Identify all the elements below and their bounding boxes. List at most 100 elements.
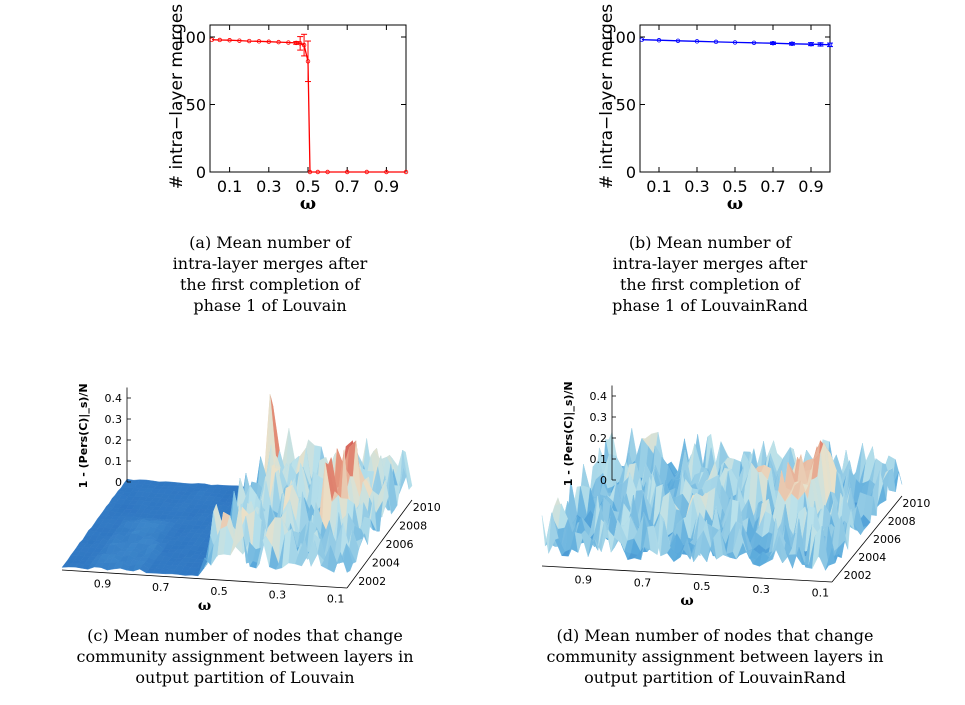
data-point bbox=[276, 39, 281, 45]
surface-plot-d: 0 0.1 0.2 0.3 0.4 1 - (Pers(C)|_s)/N 0.9 0.7 0.5… bbox=[541, 381, 930, 609]
data-point bbox=[639, 37, 645, 42]
x-axis-label: ω bbox=[198, 598, 211, 614]
x-tick-label: 0.5 bbox=[722, 177, 747, 196]
x-tick-label: 0.5 bbox=[693, 580, 711, 593]
x-tick-label: 0.9 bbox=[94, 578, 112, 591]
z-tick-label: 0.4 bbox=[105, 392, 123, 405]
z-tick-label: 0.2 bbox=[590, 432, 608, 445]
caption-a-line2: intra-layer merges after bbox=[172, 254, 368, 273]
surface-patch bbox=[340, 552, 351, 573]
x-axis bbox=[541, 565, 833, 583]
y-axis bbox=[346, 499, 413, 589]
data-point bbox=[713, 39, 719, 45]
data-point bbox=[237, 38, 242, 43]
caption-c: (c) Mean number of nodes that change com… bbox=[65, 625, 425, 688]
x-tick-label: 0.1 bbox=[812, 586, 830, 599]
caption-a-line3: the first completion of bbox=[179, 275, 361, 294]
caption-b-line2: intra-layer merges after bbox=[612, 254, 808, 273]
z-tick-label: 0.2 bbox=[105, 434, 123, 447]
x-tick-label: 0.3 bbox=[269, 589, 287, 602]
y-tick-label: 0 bbox=[196, 163, 206, 182]
surface-patch bbox=[825, 547, 836, 571]
caption-c-line1: (c) Mean number of nodes that change bbox=[87, 626, 403, 645]
x-tick-label: 0.7 bbox=[634, 577, 652, 590]
caption-d-line3: output partition of LouvainRand bbox=[584, 668, 846, 687]
caption-a: (a) Mean number of intra-layer merges af… bbox=[140, 232, 400, 316]
y-tick-label: 50 bbox=[186, 96, 206, 115]
x-tick-label: 0.9 bbox=[798, 177, 823, 196]
data-point bbox=[732, 40, 738, 45]
caption-c-line2: community assignment between layers in bbox=[76, 647, 414, 666]
y-tick-label: 2008 bbox=[399, 520, 427, 533]
data-point bbox=[675, 38, 681, 43]
data-point bbox=[345, 169, 350, 175]
plot-a: 0 50 100 0.1 0.3 0.5 0.7 0.9 ω # intra−layer merg… bbox=[167, 4, 409, 214]
z-tick-label: 0.1 bbox=[590, 453, 608, 466]
y-tick-label: 2010 bbox=[413, 501, 441, 514]
z-tick-label: 0.3 bbox=[590, 411, 608, 424]
caption-a-line4: phase 1 of Louvain bbox=[193, 296, 347, 315]
z-tick-label: 0 bbox=[600, 474, 607, 487]
z-axis-label: 1 - (Pers(C)|_s)/N bbox=[77, 383, 90, 488]
figure-d: 0 0.1 0.2 0.3 0.4 1 - (Pers(C)|_s)/N 0.9 0.7 0.5… bbox=[480, 381, 965, 705]
x-axis-label: ω bbox=[680, 593, 693, 609]
caption-d-line2: community assignment between layers in bbox=[546, 647, 884, 666]
y-axis bbox=[831, 495, 903, 583]
x-tick-label: 0.7 bbox=[760, 177, 785, 196]
y-axis-label: # intra−layer merges bbox=[167, 4, 187, 189]
data-point bbox=[301, 42, 307, 48]
data-point bbox=[286, 40, 291, 45]
caption-d: (d) Mean number of nodes that change com… bbox=[525, 625, 905, 688]
data-point bbox=[770, 41, 776, 46]
plot-b: 0 50 100 0.1 0.3 0.5 0.7 0.9 ω # intra−layer merg… bbox=[597, 4, 833, 214]
data-point bbox=[305, 59, 311, 64]
y-tick-label: 100 bbox=[605, 28, 636, 47]
z-tick-label: 0.4 bbox=[590, 390, 608, 403]
data-point bbox=[384, 169, 389, 175]
y-tick-label: 2006 bbox=[386, 538, 414, 551]
data-point bbox=[325, 169, 330, 175]
z-axis-label: 1 - (Pers(C)|_s)/N bbox=[562, 381, 575, 486]
data-point bbox=[266, 39, 271, 44]
data-point bbox=[751, 40, 757, 46]
y-tick-label: 2008 bbox=[888, 515, 916, 528]
caption-b: (b) Mean number of intra-layer merges af… bbox=[570, 232, 850, 316]
y-tick-label: 2002 bbox=[358, 575, 386, 588]
y-tick-label: 0 bbox=[626, 163, 636, 182]
caption-c-line3: output partition of Louvain bbox=[135, 668, 355, 687]
data-point bbox=[307, 169, 313, 175]
data-point bbox=[694, 39, 700, 44]
y-axis-label: # intra−layer merges bbox=[597, 4, 617, 189]
data-point bbox=[808, 41, 814, 47]
x-tick-label: 0.5 bbox=[210, 585, 228, 598]
data-point bbox=[364, 169, 369, 175]
x-axis-label: ω bbox=[727, 194, 743, 214]
data-point bbox=[209, 37, 215, 42]
caption-a-line1: (a) Mean number of bbox=[189, 233, 351, 252]
data-point bbox=[256, 39, 262, 44]
x-tick-label: 0.9 bbox=[574, 573, 592, 586]
y-tick-label: 2004 bbox=[858, 551, 886, 564]
x-tick-label: 0.1 bbox=[327, 592, 345, 605]
figure-c: 0 0.1 0.2 0.3 0.4 1 - (Pers(C)|_s)/N 0.9 0.7 0.5… bbox=[0, 383, 480, 705]
data-point bbox=[246, 38, 252, 44]
figure-b: 0 50 100 0.1 0.3 0.5 0.7 0.9 ω # intra−layer merg… bbox=[480, 0, 965, 340]
y-tick-label: 2004 bbox=[372, 556, 400, 569]
z-tick-label: 0.1 bbox=[105, 455, 123, 468]
y-tick-label: 2010 bbox=[902, 497, 930, 510]
y-tick-label: 100 bbox=[175, 28, 206, 47]
caption-b-line1: (b) Mean number of bbox=[628, 233, 792, 252]
x-tick-label: 0.3 bbox=[684, 177, 709, 196]
x-tick-label: 0.5 bbox=[295, 177, 320, 196]
x-axis bbox=[61, 569, 348, 589]
caption-d-line1: (d) Mean number of nodes that change bbox=[556, 626, 874, 645]
x-tick-label: 0.1 bbox=[646, 177, 671, 196]
figure-a: 0 50 100 0.1 0.3 0.5 0.7 0.9 ω # intra−layer merg… bbox=[0, 0, 480, 340]
data-point bbox=[227, 38, 232, 43]
data-point bbox=[789, 41, 795, 46]
x-tick-label: 0.3 bbox=[752, 583, 770, 596]
data-point bbox=[656, 38, 662, 43]
surface-plot-c: 0 0.1 0.2 0.3 0.4 1 - (Pers(C)|_s)/N 0.9 0.7 0.5… bbox=[61, 383, 441, 614]
data-point bbox=[818, 42, 823, 47]
caption-b-line4: phase 1 of LouvainRand bbox=[612, 296, 808, 315]
